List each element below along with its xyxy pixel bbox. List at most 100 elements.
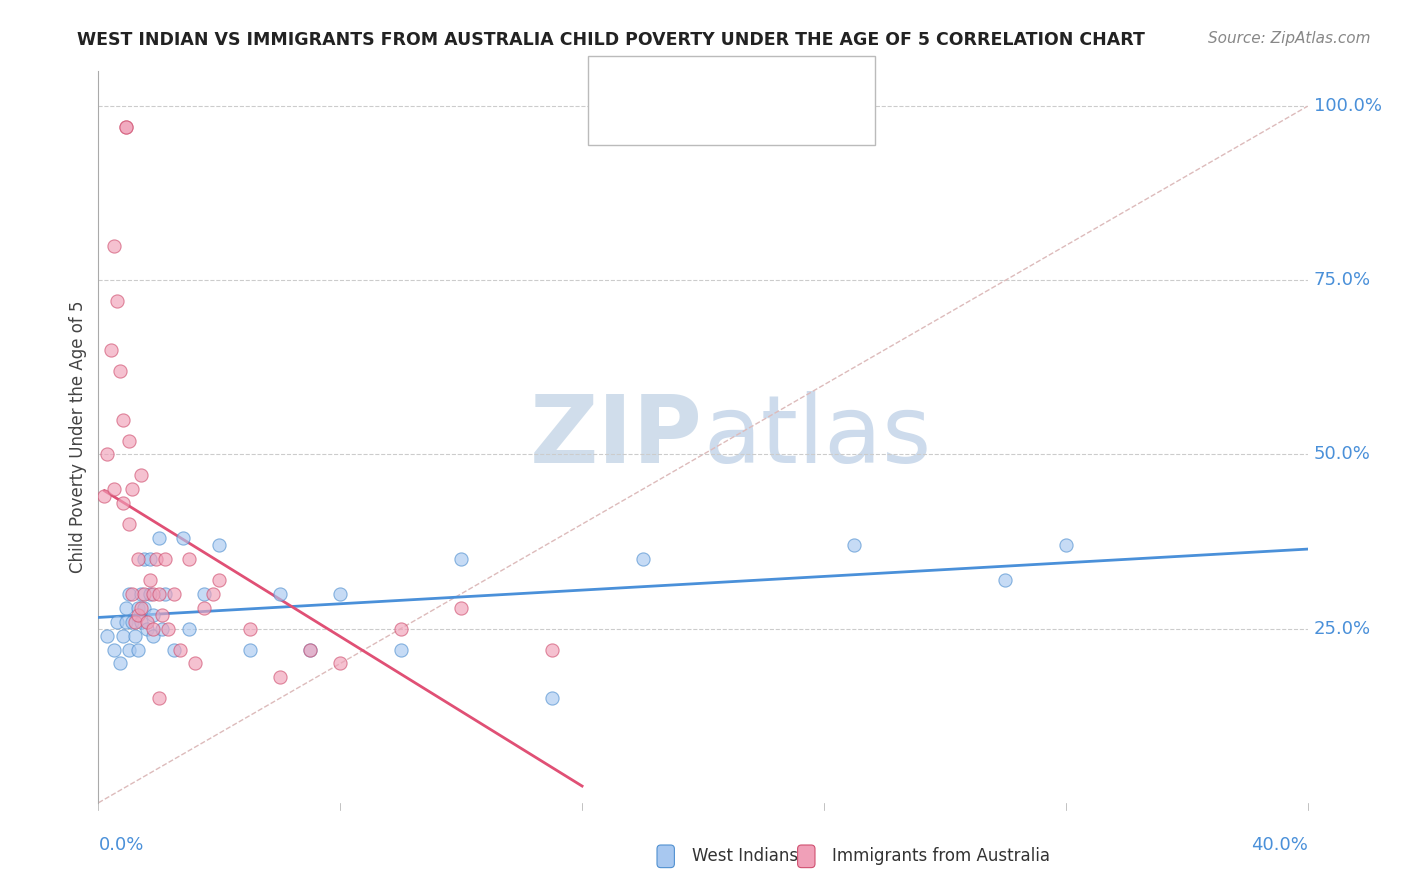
Point bbox=[299, 642, 322, 657]
Point bbox=[389, 642, 412, 657]
Point bbox=[105, 294, 128, 309]
Point bbox=[108, 364, 131, 378]
Point bbox=[139, 587, 162, 601]
Point bbox=[269, 587, 291, 601]
Text: West Indians: West Indians bbox=[692, 847, 797, 865]
Point bbox=[103, 238, 125, 252]
Point bbox=[118, 587, 141, 601]
Text: 25.0%: 25.0% bbox=[1313, 620, 1371, 638]
Point bbox=[96, 629, 118, 643]
Point bbox=[111, 412, 134, 426]
Text: R = 0.497   N = 45: R = 0.497 N = 45 bbox=[633, 125, 817, 143]
Point bbox=[132, 552, 155, 566]
Point bbox=[118, 642, 141, 657]
Point bbox=[135, 622, 157, 636]
Point bbox=[329, 657, 352, 671]
Point bbox=[150, 622, 173, 636]
Point bbox=[202, 587, 225, 601]
Y-axis label: Child Poverty Under the Age of 5: Child Poverty Under the Age of 5 bbox=[69, 301, 87, 574]
Point bbox=[208, 538, 231, 552]
Point bbox=[184, 657, 207, 671]
Point bbox=[139, 573, 162, 587]
Point bbox=[142, 587, 165, 601]
Text: ZIP: ZIP bbox=[530, 391, 703, 483]
Point bbox=[132, 600, 155, 615]
Text: 0.0%: 0.0% bbox=[98, 836, 143, 854]
Point bbox=[142, 622, 165, 636]
Point bbox=[172, 531, 194, 545]
Point bbox=[540, 691, 562, 706]
Point bbox=[142, 629, 165, 643]
Text: Source: ZipAtlas.com: Source: ZipAtlas.com bbox=[1208, 31, 1371, 46]
Point bbox=[129, 468, 152, 483]
Point bbox=[118, 517, 141, 532]
Point bbox=[179, 552, 201, 566]
Point bbox=[103, 483, 125, 497]
Point bbox=[239, 642, 262, 657]
Point bbox=[239, 622, 262, 636]
Text: 40.0%: 40.0% bbox=[1251, 836, 1308, 854]
Point bbox=[299, 642, 322, 657]
Point bbox=[153, 552, 176, 566]
Point bbox=[127, 552, 149, 566]
Point bbox=[193, 600, 215, 615]
Point bbox=[208, 573, 231, 587]
Point bbox=[135, 615, 157, 629]
Point bbox=[450, 552, 472, 566]
Point bbox=[124, 629, 146, 643]
Point bbox=[389, 622, 412, 636]
Point bbox=[121, 587, 143, 601]
Point bbox=[121, 615, 143, 629]
Point bbox=[111, 496, 134, 510]
Point bbox=[139, 552, 162, 566]
Point bbox=[844, 538, 866, 552]
Point bbox=[93, 489, 115, 503]
Point bbox=[156, 622, 179, 636]
Point bbox=[150, 607, 173, 622]
Point bbox=[121, 483, 143, 497]
Point bbox=[148, 691, 170, 706]
Point bbox=[127, 607, 149, 622]
Point bbox=[114, 120, 136, 134]
Text: 50.0%: 50.0% bbox=[1313, 445, 1371, 464]
Point bbox=[163, 642, 186, 657]
Point bbox=[329, 587, 352, 601]
Point bbox=[127, 600, 149, 615]
Point bbox=[114, 600, 136, 615]
Point bbox=[129, 600, 152, 615]
Point bbox=[114, 615, 136, 629]
Point bbox=[631, 552, 654, 566]
Point bbox=[163, 587, 186, 601]
Point bbox=[118, 434, 141, 448]
Point bbox=[148, 587, 170, 601]
Point bbox=[127, 642, 149, 657]
Text: 100.0%: 100.0% bbox=[1313, 97, 1382, 115]
Point bbox=[450, 600, 472, 615]
Point bbox=[129, 587, 152, 601]
Point bbox=[1054, 538, 1077, 552]
Point bbox=[179, 622, 201, 636]
Text: WEST INDIAN VS IMMIGRANTS FROM AUSTRALIA CHILD POVERTY UNDER THE AGE OF 5 CORREL: WEST INDIAN VS IMMIGRANTS FROM AUSTRALIA… bbox=[77, 31, 1146, 49]
Point bbox=[103, 642, 125, 657]
Point bbox=[142, 607, 165, 622]
Point bbox=[100, 343, 122, 357]
Point bbox=[111, 629, 134, 643]
Text: atlas: atlas bbox=[703, 391, 931, 483]
Point bbox=[153, 587, 176, 601]
Text: Immigrants from Australia: Immigrants from Australia bbox=[832, 847, 1050, 865]
Point bbox=[540, 642, 562, 657]
Point bbox=[145, 552, 167, 566]
Point bbox=[994, 573, 1017, 587]
Point bbox=[269, 670, 291, 684]
Point bbox=[169, 642, 191, 657]
Point bbox=[193, 587, 215, 601]
Point bbox=[148, 531, 170, 545]
Text: 75.0%: 75.0% bbox=[1313, 271, 1371, 289]
Text: R = 0.052   N = 41: R = 0.052 N = 41 bbox=[633, 71, 817, 89]
Point bbox=[124, 615, 146, 629]
Point bbox=[108, 657, 131, 671]
Point bbox=[132, 587, 155, 601]
Point bbox=[129, 615, 152, 629]
Point bbox=[105, 615, 128, 629]
Point bbox=[96, 448, 118, 462]
